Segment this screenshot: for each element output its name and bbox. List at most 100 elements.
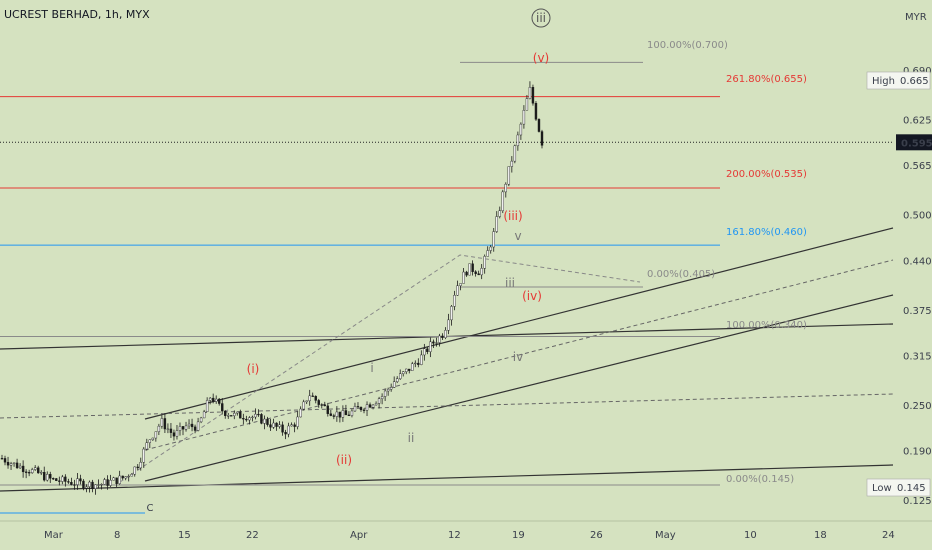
candle-body [181,426,185,430]
candle-body [115,477,118,484]
candle-body [386,388,390,392]
candle-body [85,486,88,489]
candle-body [160,418,164,427]
x-tick-label: 19 [512,530,525,541]
fib-levels: 100.00%(0.700) 261.80%(0.655) 200.00%(0.… [0,40,807,486]
candle-body [251,416,254,418]
low-badge [866,478,931,497]
low-badge-label: Low [872,483,892,494]
wave-label-iii: iii [505,276,515,290]
candle-body [169,428,173,433]
fib-label-100-mid: 100.00%(0.340) [726,320,807,331]
candle-body [40,472,43,474]
candle-body [389,387,393,390]
wave-label-ii: ii [408,431,415,445]
time-axis[interactable]: Mar 8 15 22 Apr 12 19 26 May 10 18 24 [0,520,932,541]
x-tick-label: 18 [814,530,827,541]
y-tick-label: 0.250 [903,401,932,412]
candle-body [308,395,311,402]
candle-body [429,341,432,352]
candle-body [260,414,263,424]
y-tick-label: 0.125 [903,496,932,507]
current-price-label: 0.595 [901,138,932,149]
candle-body [37,467,40,474]
candle-body [199,417,203,423]
x-tick-label: Apr [350,530,368,541]
candle-body [94,484,97,489]
candle-body [55,478,58,481]
candle-body [73,484,76,486]
candle-body [314,396,317,401]
fib-label-0-upper: 0.00%(0.405) [647,269,715,280]
x-tick-label: 12 [448,530,461,541]
candle-body [516,134,520,147]
candle-body [408,368,411,371]
candle-body [441,335,444,338]
candle-body [483,256,486,269]
candle-body [266,418,269,425]
x-tick-label: 24 [882,530,895,541]
candles[interactable] [0,81,544,495]
x-tick-label: 15 [178,530,191,541]
candle-body [88,481,91,487]
wave-labels: iii (v) (iii) v iii (iv) iv (i) (ii) i i… [147,8,551,514]
candle-body [456,285,459,296]
candle-body [480,268,483,276]
candle-body [121,475,124,479]
candle-body [347,414,351,416]
candle-body [287,425,290,435]
candle-body [392,381,396,388]
candle-body [24,471,28,473]
candle-body [362,409,366,411]
current-price-badge [896,134,932,151]
x-tick-label: May [655,530,676,541]
candle-body [293,424,296,427]
candle-body [405,368,408,372]
candle-body [148,439,152,443]
candle-body [338,411,342,418]
wave-label-i: i [370,361,373,375]
wave-label-c: C [147,503,154,514]
wave-label-iii-paren: (iii) [503,209,522,223]
candle-body [284,432,287,435]
candle-body [0,458,4,460]
candle-body [438,335,441,343]
wave-label-iii-circled: iii [536,11,546,25]
candle-body [233,412,236,416]
candle-body [435,342,438,344]
candle-body [528,87,532,99]
candle-body [359,406,363,411]
candle-body [139,462,142,469]
y-tick-label: 0.375 [903,306,932,317]
candle-body [175,430,179,437]
candle-body [30,469,34,474]
candle-body [178,426,182,431]
candle-body [399,373,402,379]
candle-body [193,426,197,431]
price-axis[interactable]: MYR 0.690 0.625 0.565 0.500 0.440 0.375 … [866,12,932,507]
candle-body [275,422,278,427]
candle-body [142,448,145,463]
candle-body [326,405,330,414]
candle-body [477,273,480,276]
candle-body [296,416,299,427]
candle-body [254,413,257,418]
high-badge-value: 0.665 [900,76,929,87]
candle-body [27,472,31,474]
x-tick-label: Mar [44,530,64,541]
candle-body [15,462,19,469]
candle-body [236,411,239,414]
axis-currency-label: MYR [905,12,927,23]
candle-body [21,465,25,473]
candle-body [18,465,22,469]
candle-body [531,87,535,104]
candle-body [221,403,224,412]
trendline-lower-dashed [0,393,894,419]
candle-body [6,461,10,466]
candle-body [118,475,121,484]
candle-body [525,98,529,111]
fib-label-161: 161.80%(0.460) [726,227,807,238]
candle-body [154,431,158,439]
y-tick-label: 0.565 [903,161,932,172]
